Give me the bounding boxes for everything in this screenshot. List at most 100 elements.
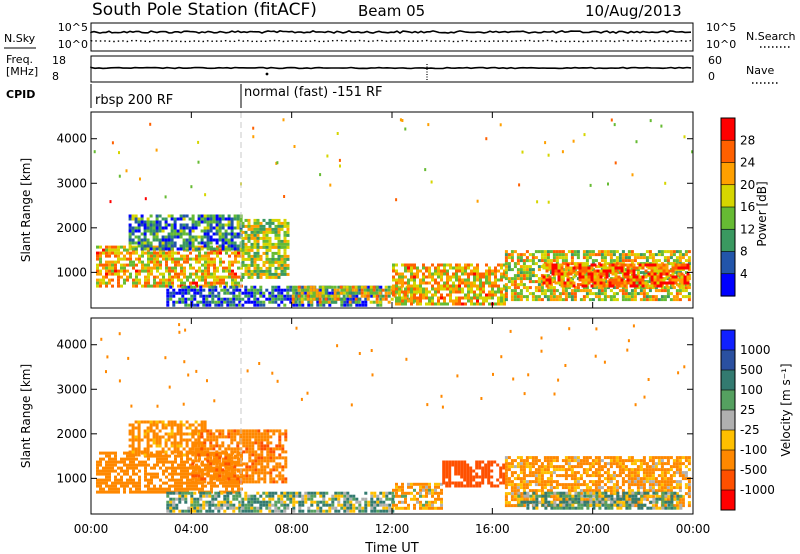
velocity-cell [201, 484, 204, 488]
velocity-cell [224, 447, 228, 451]
velocity-cell [200, 471, 204, 475]
power-cell [648, 298, 652, 302]
power-cell [231, 269, 234, 273]
power-cell [134, 214, 138, 218]
y-tick-label: 3000 [56, 176, 87, 190]
velocity-cell [189, 466, 192, 470]
velocity-cell [185, 453, 189, 457]
velocity-cell [382, 500, 386, 504]
power-cell [174, 275, 177, 279]
power-cell [384, 297, 388, 301]
power-cell [217, 300, 221, 304]
power-cell [131, 226, 135, 230]
power-cell [392, 293, 395, 297]
power-cell [265, 245, 269, 249]
velocity-cell [398, 485, 401, 489]
power-cell [602, 284, 606, 288]
power-cell [143, 226, 147, 230]
velocity-cell [260, 438, 264, 442]
velocity-cell [200, 474, 204, 478]
velocity-cell [304, 500, 308, 504]
power-cell [253, 300, 257, 304]
power-cell [237, 266, 240, 270]
velocity-cell [295, 494, 299, 498]
power-cell [286, 239, 290, 243]
velocity-cell [401, 500, 404, 504]
velocity-cell [385, 503, 389, 507]
power-cell [410, 272, 413, 276]
power-cell [129, 275, 132, 279]
velocity-cell [111, 457, 114, 461]
power-cell [111, 245, 114, 249]
velocity-cell [266, 453, 270, 457]
power-cell [387, 288, 391, 292]
velocity-cell [407, 506, 410, 510]
velocity-cell [171, 469, 174, 473]
velocity-cell [254, 480, 258, 484]
velocity-cell [190, 503, 194, 507]
velocity-cell [187, 506, 191, 510]
power-cell [570, 253, 574, 257]
velocity-cell [203, 450, 207, 454]
velocity-cell [224, 474, 228, 478]
power-cell [244, 291, 248, 295]
velocity-cell [99, 469, 102, 473]
power-cell [195, 260, 198, 264]
power-cell [149, 214, 153, 218]
power-cell [277, 263, 281, 267]
power-cell [684, 283, 688, 287]
power-cell [629, 275, 633, 279]
velocity-cell [472, 478, 476, 482]
power-cell [657, 271, 661, 275]
power-cell [534, 298, 538, 302]
velocity-cell [395, 485, 398, 489]
velocity-cell [472, 469, 476, 473]
velocity-cell [180, 466, 183, 470]
velocity-cell [213, 457, 216, 461]
power-cell [476, 299, 479, 303]
power-cell [440, 278, 443, 282]
velocity-cell [146, 444, 150, 448]
velocity-cell [213, 472, 216, 476]
power-scatter-cell [664, 181, 667, 185]
cpid-label: CPID [6, 88, 35, 101]
power-cell [540, 274, 544, 278]
velocity-cell [263, 429, 267, 433]
velocity-cell [140, 450, 144, 454]
power-cell [636, 253, 640, 257]
power-cell [528, 280, 532, 284]
power-cell [497, 296, 500, 300]
power-cell [648, 295, 652, 299]
velocity-cell [343, 506, 347, 510]
power-cell [170, 238, 174, 242]
velocity-cell [108, 487, 111, 491]
velocity-cell [484, 463, 488, 467]
velocity-cell [275, 447, 279, 451]
power-cell [173, 232, 177, 236]
power-cell [232, 297, 236, 301]
velocity-cell [376, 500, 380, 504]
power-cell [405, 294, 409, 298]
power-cell [584, 275, 588, 279]
power-cell [630, 289, 634, 293]
power-cell [503, 293, 506, 297]
power-cell [156, 275, 159, 279]
power-scatter-cell [635, 140, 638, 144]
velocity-cell [413, 482, 416, 486]
power-cell [510, 250, 514, 254]
power-cell [660, 250, 664, 254]
power-cell [206, 247, 210, 251]
power-cell [174, 263, 177, 267]
velocity-cell [146, 453, 150, 457]
velocity-cell [185, 420, 189, 424]
power-cell [443, 284, 446, 288]
velocity-cell [410, 485, 413, 489]
power-cell [224, 247, 228, 251]
velocity-cell [307, 509, 311, 513]
velocity-cell [428, 482, 431, 486]
power-cell [503, 263, 506, 267]
velocity-cell [504, 495, 508, 499]
power-cell [319, 303, 323, 307]
power-cell [443, 299, 446, 303]
power-cell [542, 281, 546, 285]
